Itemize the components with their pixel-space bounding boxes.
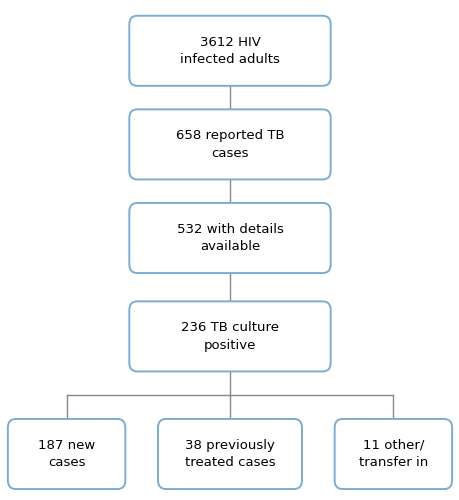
Text: 38 previously
treated cases: 38 previously treated cases xyxy=(184,439,275,469)
FancyBboxPatch shape xyxy=(129,203,330,273)
FancyBboxPatch shape xyxy=(8,419,125,489)
FancyBboxPatch shape xyxy=(158,419,301,489)
Text: 658 reported TB
cases: 658 reported TB cases xyxy=(175,129,284,160)
FancyBboxPatch shape xyxy=(334,419,451,489)
Text: 532 with details
available: 532 with details available xyxy=(176,223,283,253)
FancyBboxPatch shape xyxy=(129,110,330,180)
Text: 3612 HIV
infected adults: 3612 HIV infected adults xyxy=(179,36,280,66)
Text: 187 new
cases: 187 new cases xyxy=(38,439,95,469)
FancyBboxPatch shape xyxy=(129,16,330,86)
Text: 236 TB culture
positive: 236 TB culture positive xyxy=(180,321,279,352)
Text: 11 other/
transfer in: 11 other/ transfer in xyxy=(358,439,427,469)
FancyBboxPatch shape xyxy=(129,302,330,372)
